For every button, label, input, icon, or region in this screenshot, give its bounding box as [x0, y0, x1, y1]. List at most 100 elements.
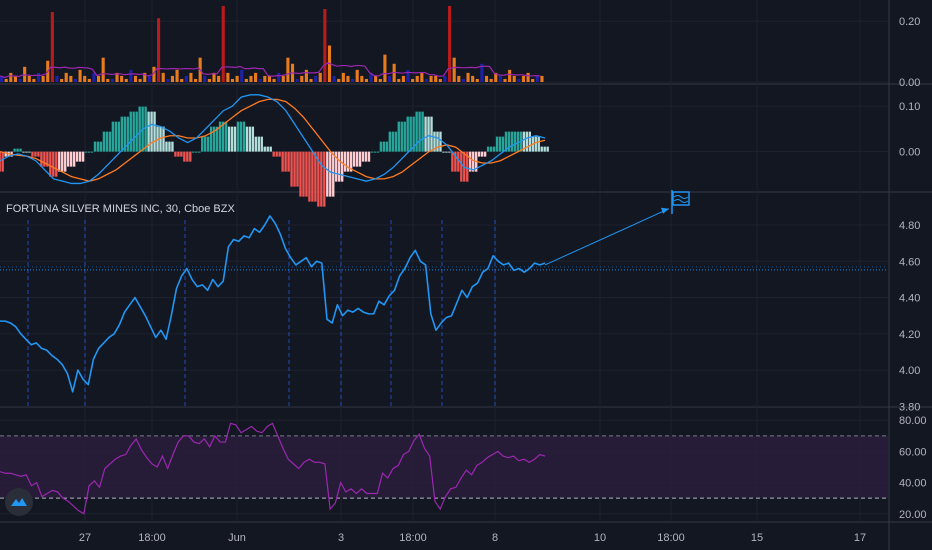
volume-bar: [9, 72, 13, 82]
volume-bar: [36, 72, 41, 82]
macd-histogram-bar: [343, 151, 347, 172]
macd-histogram-bar: [69, 151, 73, 167]
macd-histogram-bar: [40, 151, 43, 167]
macd-histogram-bar: [486, 146, 490, 152]
volume-bar: [508, 69, 512, 82]
macd-histogram-bar: [379, 141, 383, 152]
volume-bar: [346, 75, 350, 82]
macd-histogram-bar: [186, 151, 189, 162]
volume-bar: [78, 69, 82, 82]
macd-histogram-bar: [189, 151, 192, 162]
volume-bar: [55, 75, 59, 82]
volume-bar: [157, 18, 161, 82]
projection-line: [544, 208, 670, 266]
volume-bar: [226, 72, 230, 82]
macd-histogram-bar: [340, 151, 344, 182]
macd-histogram-bar: [439, 131, 442, 152]
volume-bar: [152, 66, 156, 82]
volume-bar: [161, 72, 165, 82]
macd-histogram-bar: [504, 131, 508, 152]
volume-bar: [258, 78, 262, 82]
macd-histogram-bar: [317, 151, 320, 207]
tradingview-logo[interactable]: [5, 488, 33, 516]
macd-histogram-bar: [391, 131, 395, 152]
macd-histogram-bar: [385, 141, 389, 152]
macd-histogram-bar: [31, 151, 34, 157]
macd-histogram-bar: [308, 151, 311, 202]
volume-bar: [50, 12, 54, 82]
macd-histogram-bar: [165, 141, 168, 152]
volume-bar: [341, 72, 345, 82]
x-tick-label: 18:00: [138, 532, 166, 544]
y-tick-label: 4.40: [899, 293, 920, 305]
volume-bar: [540, 75, 544, 82]
macd-histogram-bar: [388, 131, 392, 152]
macd-histogram-bar: [129, 111, 132, 152]
volume-bar: [254, 72, 258, 82]
macd-histogram-bar: [460, 151, 463, 182]
volume-bar: [235, 75, 239, 82]
macd-histogram-bar: [177, 151, 180, 157]
volume-bar: [304, 69, 308, 82]
volume-bar: [406, 69, 410, 82]
macd-histogram-bar: [352, 151, 356, 167]
macd-histogram-bar: [290, 151, 293, 187]
macd-histogram-bar: [239, 121, 243, 152]
volume-bar: [120, 75, 124, 82]
volume-bar: [249, 75, 253, 82]
volume-bar: [295, 78, 299, 82]
volume-bar: [526, 72, 530, 82]
macd-histogram-bar: [442, 151, 445, 153]
macd-histogram-bar: [445, 151, 448, 153]
macd-histogram-bar: [466, 151, 469, 182]
macd-histogram-bar: [412, 116, 415, 152]
volume-bar: [517, 78, 521, 82]
volume-bar: [484, 75, 489, 82]
volume-bar: [378, 78, 382, 82]
macd-histogram-bar: [55, 151, 58, 177]
macd-histogram-bar: [43, 151, 46, 167]
rsi-panel: [0, 422, 888, 515]
volume-bar: [494, 72, 498, 82]
macd-histogram-bar: [406, 116, 409, 152]
macd-histogram-bar: [192, 151, 195, 153]
macd-histogram-bar: [314, 151, 317, 202]
macd-histogram-bar: [93, 141, 97, 152]
volume-bar: [360, 75, 364, 82]
macd-histogram-bar: [302, 151, 305, 197]
volume-bar: [438, 78, 442, 82]
macd-histogram-bar: [251, 126, 255, 152]
volume-bar: [221, 6, 225, 82]
macd-histogram-bar: [58, 151, 61, 172]
macd-histogram-bar: [206, 136, 210, 152]
x-tick-label: 18:00: [657, 532, 685, 544]
volume-bar: [4, 78, 8, 82]
volume-bar: [443, 75, 447, 82]
volume-bar: [535, 75, 539, 82]
macd-histogram-bar: [525, 131, 529, 152]
volume-ma-line: [0, 62, 541, 79]
macd-histogram-bar: [507, 131, 511, 152]
volume-bar: [498, 75, 502, 82]
flag-cloth: [672, 191, 690, 206]
volume-bar: [434, 75, 438, 82]
macd-histogram-bar: [430, 116, 433, 152]
macd-histogram-bar: [105, 131, 109, 152]
macd-panel: [0, 94, 549, 207]
y-tick-label: 4.00: [899, 365, 920, 377]
macd-histogram-bar: [201, 136, 204, 152]
macd-histogram-bar: [233, 126, 237, 152]
volume-bar: [383, 54, 387, 82]
macd-histogram-bar: [281, 151, 284, 172]
macd-histogram-bar: [332, 151, 335, 197]
volume-bar: [369, 72, 373, 82]
macd-histogram-bar: [400, 121, 403, 152]
volume-bar: [531, 78, 535, 82]
macd-histogram-bar: [162, 126, 165, 152]
macd-histogram-bar: [409, 116, 412, 152]
volume-bar: [475, 78, 479, 82]
projection-arrowhead: [661, 207, 669, 214]
macd-histogram-bar: [209, 126, 213, 152]
